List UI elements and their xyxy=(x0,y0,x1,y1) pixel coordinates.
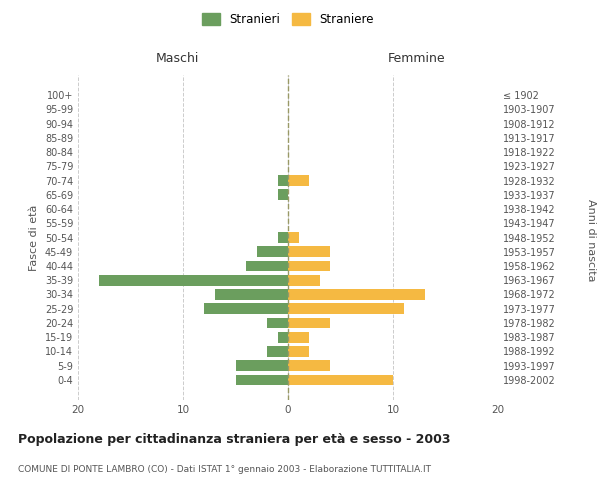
Bar xyxy=(288,232,299,243)
Bar xyxy=(277,332,288,342)
Text: Maschi: Maschi xyxy=(155,52,199,65)
Text: COMUNE DI PONTE LAMBRO (CO) - Dati ISTAT 1° gennaio 2003 - Elaborazione TUTTITAL: COMUNE DI PONTE LAMBRO (CO) - Dati ISTAT… xyxy=(18,466,431,474)
Bar xyxy=(288,246,330,257)
Bar xyxy=(288,346,309,356)
Text: Anni di nascita: Anni di nascita xyxy=(586,198,596,281)
Bar xyxy=(277,232,288,243)
Bar xyxy=(267,318,288,328)
Bar xyxy=(288,260,330,272)
Bar xyxy=(235,360,288,371)
Bar xyxy=(267,346,288,356)
Bar xyxy=(288,374,393,385)
Bar xyxy=(288,318,330,328)
Bar xyxy=(288,332,309,342)
Legend: Stranieri, Straniere: Stranieri, Straniere xyxy=(199,10,377,29)
Bar xyxy=(235,374,288,385)
Bar xyxy=(277,190,288,200)
Y-axis label: Fasce di età: Fasce di età xyxy=(29,204,39,270)
Bar xyxy=(288,289,425,300)
Bar xyxy=(257,246,288,257)
Bar xyxy=(288,275,320,285)
Bar xyxy=(99,275,288,285)
Bar xyxy=(246,260,288,272)
Bar xyxy=(288,175,309,186)
Bar xyxy=(288,304,404,314)
Bar xyxy=(277,175,288,186)
Bar xyxy=(288,360,330,371)
Text: Popolazione per cittadinanza straniera per età e sesso - 2003: Popolazione per cittadinanza straniera p… xyxy=(18,432,451,446)
Bar xyxy=(215,289,288,300)
Text: Femmine: Femmine xyxy=(388,52,446,65)
Bar xyxy=(204,304,288,314)
